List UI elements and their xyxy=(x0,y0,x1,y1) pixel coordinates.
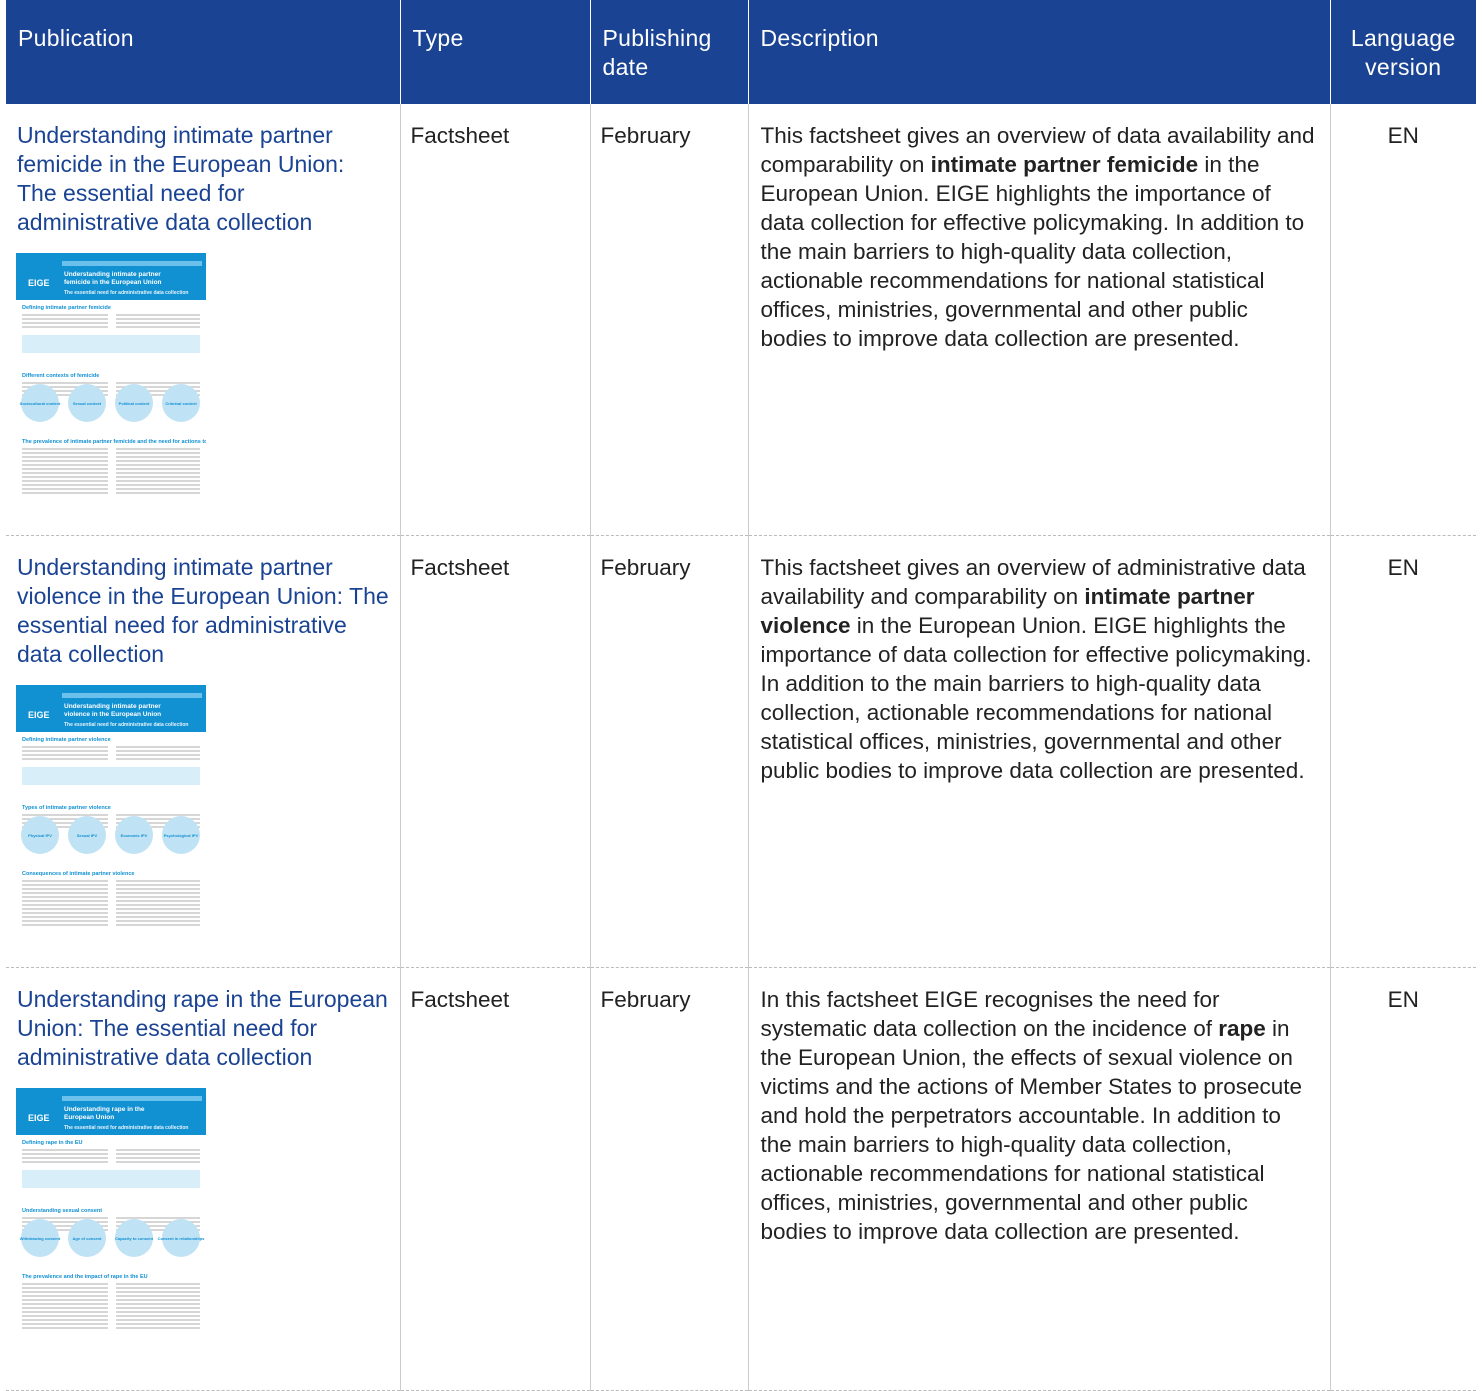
publication-cell: Understanding intimate partner femicide … xyxy=(6,104,401,536)
language-cell: EN xyxy=(1330,535,1476,968)
thumbnail-circle-label: Political context xyxy=(119,401,150,406)
description-text: This factsheet gives an overview of admi… xyxy=(760,555,1306,609)
thumbnail-quote xyxy=(22,1170,200,1188)
thumbnail[interactable]: EIGE Understanding intimate partnerfemici… xyxy=(16,253,234,528)
type-cell: Factsheet xyxy=(400,535,591,968)
thumbnail-circle xyxy=(68,1219,106,1257)
publication-cell: Understanding intimate partner violence … xyxy=(6,535,401,968)
type-cell: Factsheet xyxy=(400,967,591,1391)
thumbnail-banner xyxy=(16,685,206,732)
description-text: This factsheet gives an overview of data… xyxy=(760,123,1315,177)
date-cell: February xyxy=(590,535,749,968)
thumbnail-circle-label: Sociocultural context xyxy=(20,401,61,406)
column-header: Description xyxy=(748,0,1331,104)
thumbnail-banner xyxy=(16,1088,206,1135)
thumbnail-circle xyxy=(115,816,153,854)
thumbnail-heading: Defining intimate partner violence xyxy=(22,737,111,743)
thumbnail-heading: Understanding sexual consent xyxy=(22,1208,102,1214)
date-cell: February xyxy=(590,104,749,536)
thumbnail-heading: Consequences of intimate partner violenc… xyxy=(22,871,134,877)
thumbnail-subtitle: The essential need for administrative da… xyxy=(64,290,188,296)
thumbnail-circle xyxy=(162,1219,200,1257)
table-row: Understanding rape in the European Union… xyxy=(6,967,1476,1391)
thumbnail-circle-label: Consent in relationships xyxy=(158,1236,205,1241)
thumbnail-logo: EIGE xyxy=(28,1113,50,1123)
thumbnail-quote xyxy=(22,335,200,353)
language-cell: EN xyxy=(1330,104,1476,536)
description-cell: In this factsheet EIGE recognises the ne… xyxy=(748,967,1331,1391)
column-header: Publishing date xyxy=(590,0,749,104)
publications-table: Publication Type Publishing date Descriptio… xyxy=(6,0,1476,1391)
thumbnail-logo: EIGE xyxy=(28,710,50,720)
thumbnail-heading: Types of intimate partner violence xyxy=(22,805,111,811)
column-header: Type xyxy=(400,0,591,104)
thumbnail-tag xyxy=(62,261,202,266)
publication-cell: Understanding rape in the European Union… xyxy=(6,967,401,1391)
thumbnail-circle xyxy=(162,816,200,854)
thumbnail-title: European Union xyxy=(64,1114,114,1121)
description-text: In this factsheet EIGE recognises the ne… xyxy=(760,987,1220,1041)
thumbnail-banner xyxy=(16,253,206,300)
thumbnail-subtitle: The essential need for administrative da… xyxy=(64,722,188,728)
header-row: Publication Type Publishing date Descriptio… xyxy=(6,0,1476,104)
thumbnail-title: Understanding intimate partner xyxy=(64,703,161,710)
description-bold: rape xyxy=(1218,1016,1266,1041)
thumbnail-title: Understanding intimate partner xyxy=(64,271,161,278)
thumbnail-tag xyxy=(62,693,202,698)
description-cell: This factsheet gives an overview of admi… xyxy=(748,535,1331,968)
thumbnail-circle-label: Sexual IPV xyxy=(77,833,98,838)
thumbnail-circle xyxy=(115,384,153,422)
thumbnail-circle-label: Physical IPV xyxy=(28,833,52,838)
description-text: in the European Union. EIGE highlights t… xyxy=(760,613,1312,783)
thumbnail-title: violence in the European Union xyxy=(64,711,161,718)
thumbnail-heading: Different contexts of femicide xyxy=(22,373,99,379)
publication-title[interactable]: Understanding intimate partner femicide … xyxy=(17,122,345,235)
column-header: Language version xyxy=(1330,0,1476,104)
thumbnail-circle xyxy=(21,1219,59,1257)
thumbnail-heading: The prevalence and the impact of rape in… xyxy=(22,1274,148,1280)
thumbnail-title: Understanding rape in the xyxy=(64,1106,145,1113)
thumbnail-logo: EIGE xyxy=(28,278,50,288)
thumbnail-heading: The prevalence of intimate partner femic… xyxy=(22,439,206,445)
publication-title[interactable]: Understanding rape in the European Union… xyxy=(17,986,388,1070)
thumbnail-circle-label: Sexual context xyxy=(73,401,102,406)
description-text: in the European Union, the effects of se… xyxy=(760,1016,1303,1244)
thumbnail[interactable]: EIGE Understanding intimate partnerviolen… xyxy=(16,685,206,960)
thumbnail-circle-label: Criminal context xyxy=(165,401,197,406)
description-bold: intimate partner violence xyxy=(760,584,1255,638)
thumbnail-circle xyxy=(21,384,59,422)
thumbnail-tag xyxy=(62,1096,202,1101)
thumbnail-circle xyxy=(21,816,59,854)
thumbnail-circle xyxy=(68,384,106,422)
table-row: Understanding intimate partner femicide … xyxy=(6,104,1476,536)
thumbnail-circle-label: Age of consent xyxy=(73,1236,103,1241)
thumbnail-heading: Defining rape in the EU xyxy=(22,1140,83,1146)
description-text: in the European Union. EIGE highlights t… xyxy=(760,152,1305,351)
description-bold: intimate partner femicide xyxy=(930,152,1199,177)
thumbnail-circle-label: Capacity to consent xyxy=(115,1236,154,1241)
publication-title[interactable]: Understanding intimate partner violence … xyxy=(17,554,389,667)
thumbnail-quote xyxy=(22,767,200,785)
thumbnail-subtitle: The essential need for administrative da… xyxy=(64,1125,188,1131)
thumbnail-circle xyxy=(115,1219,153,1257)
thumbnail-circle-label: Economic IPV xyxy=(121,833,148,838)
description-cell: This factsheet gives an overview of data… xyxy=(748,104,1331,536)
date-cell: February xyxy=(590,967,749,1391)
language-cell: EN xyxy=(1330,967,1476,1391)
column-header: Publication xyxy=(6,0,401,104)
table-row: Understanding intimate partner violence … xyxy=(6,535,1476,968)
thumbnail-circle-label: Psychological IPV xyxy=(164,833,199,838)
thumbnail-circle xyxy=(162,384,200,422)
thumbnail-title: femicide in the European Union xyxy=(64,279,162,286)
type-cell: Factsheet xyxy=(400,104,591,536)
thumbnail-circle-label: Withdrawing consent xyxy=(20,1236,61,1241)
thumbnail-circle xyxy=(68,816,106,854)
thumbnail-heading: Defining intimate partner femicide xyxy=(22,305,111,311)
